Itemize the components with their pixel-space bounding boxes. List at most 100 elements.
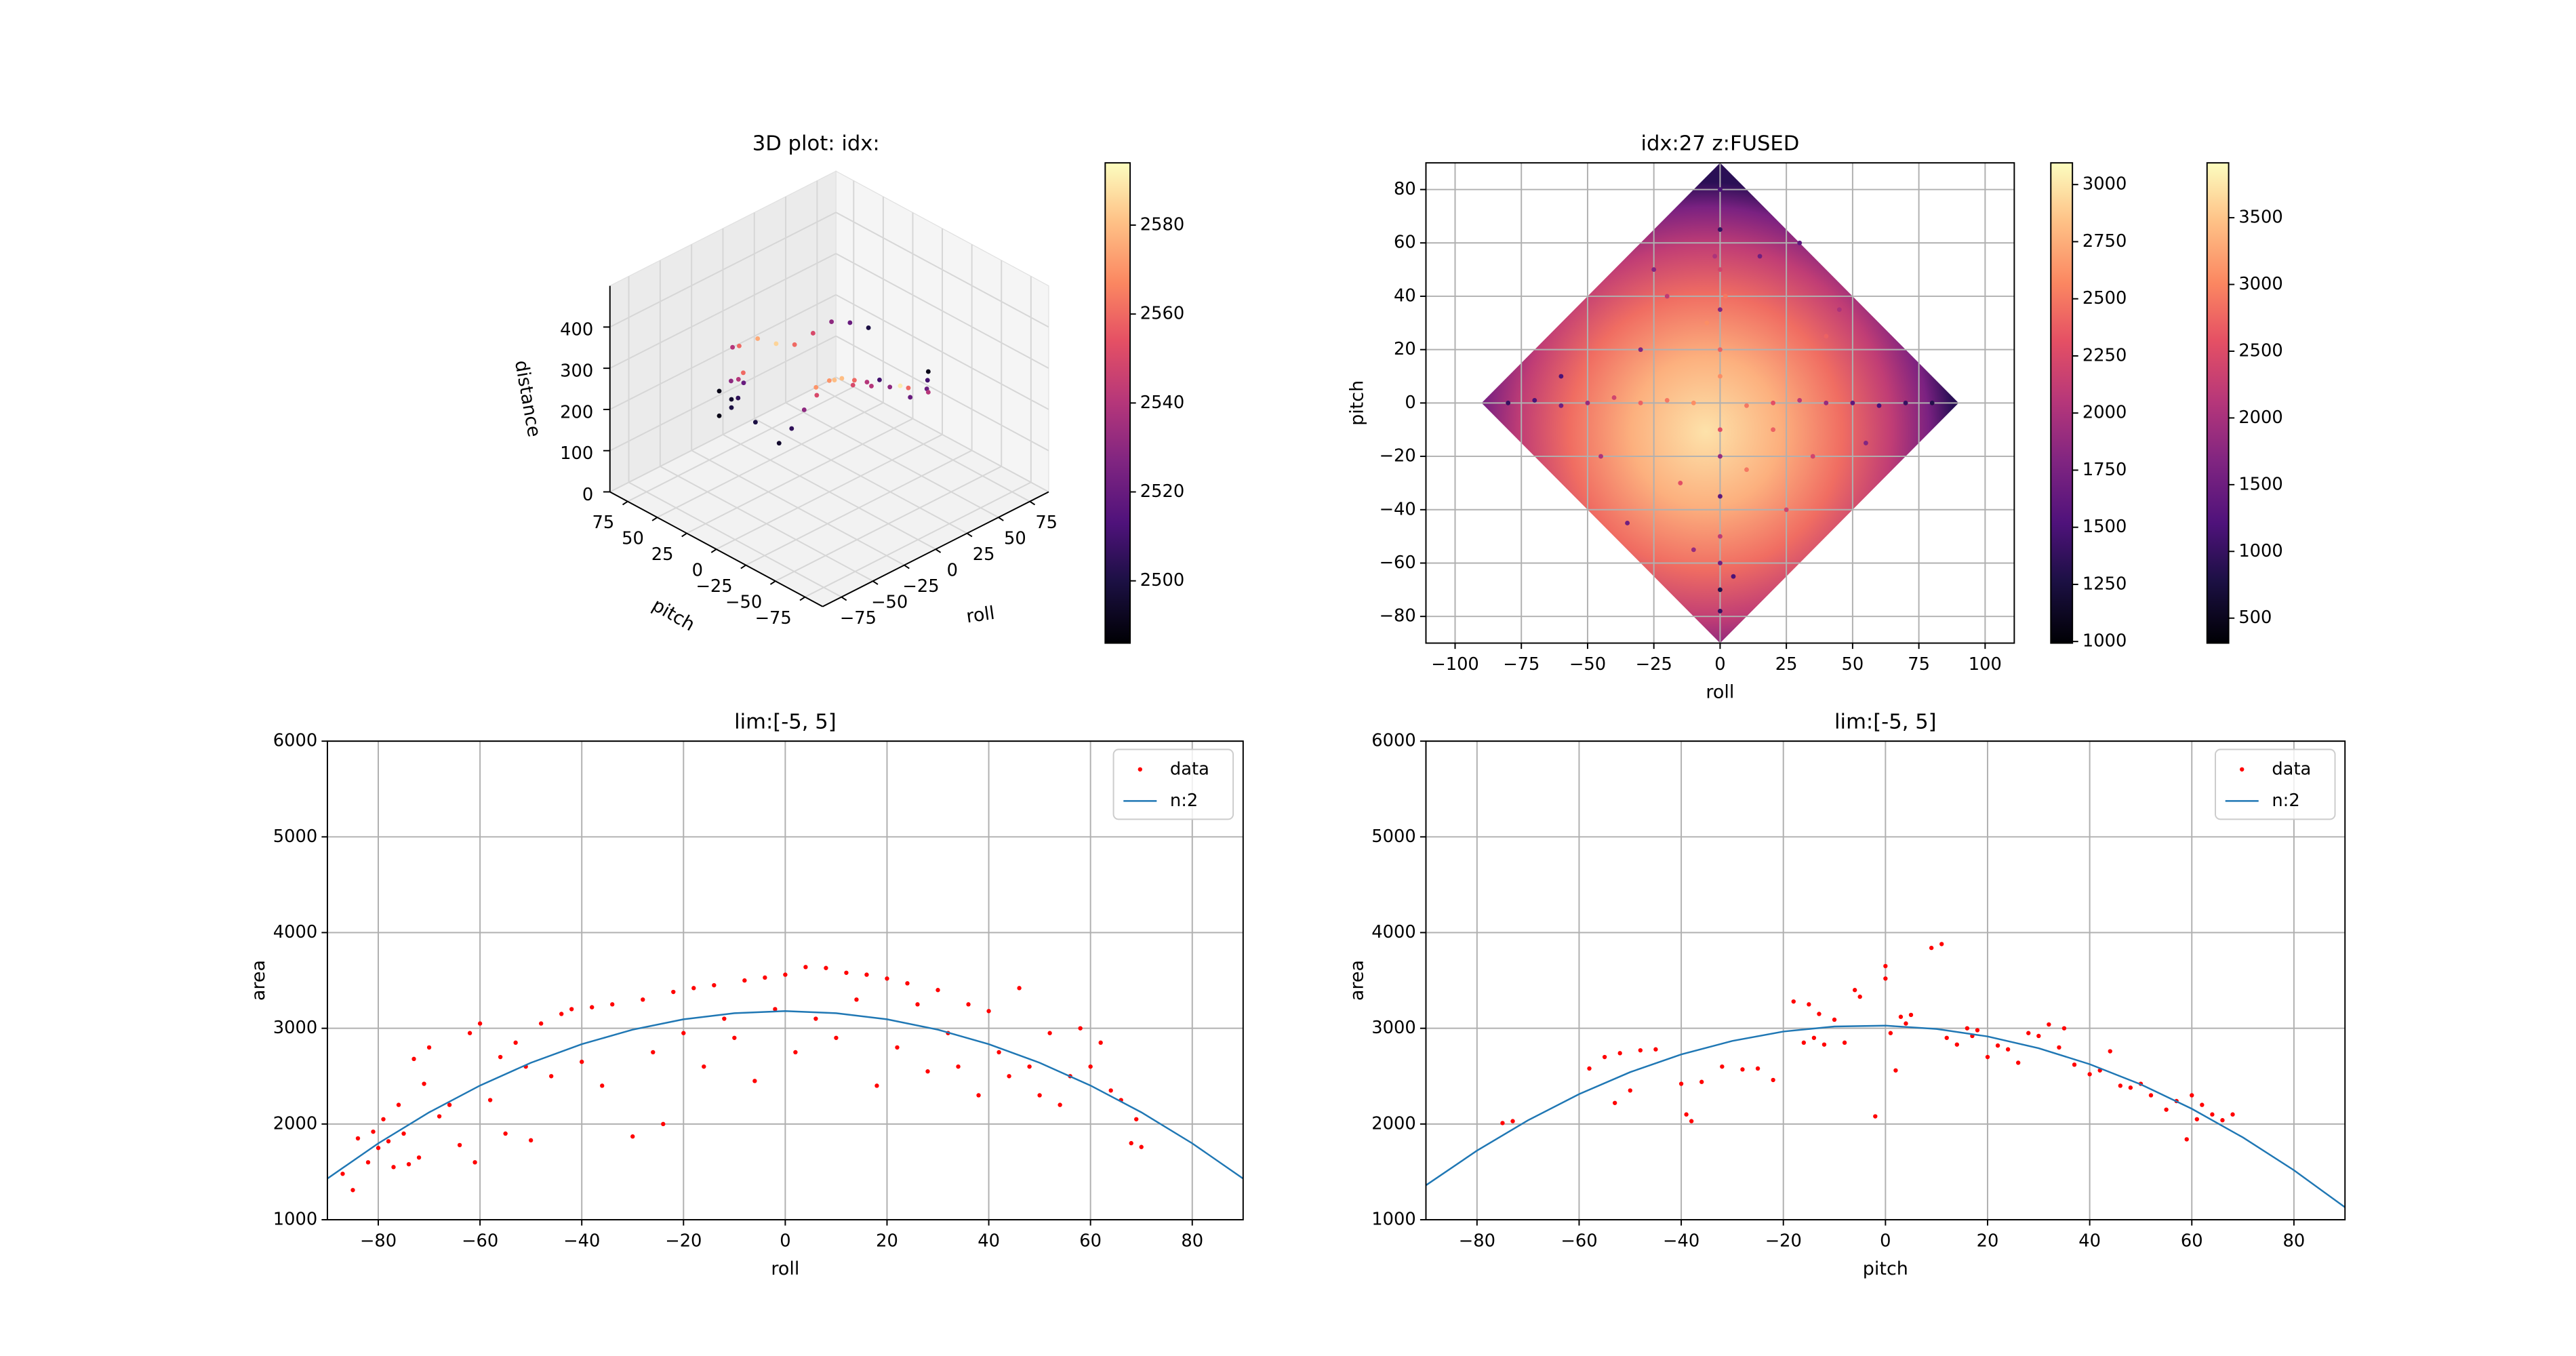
- y-tick-label: −40: [1379, 499, 1415, 519]
- x-tick-label: −80: [1459, 1231, 1495, 1251]
- colorbar-tick-label: 3500: [2238, 207, 2282, 228]
- point: [813, 1016, 818, 1021]
- point: [887, 384, 893, 390]
- y-tick-label: 0: [692, 560, 703, 580]
- point: [1939, 942, 1944, 946]
- point: [1699, 1079, 1704, 1084]
- point: [1717, 187, 1723, 192]
- point: [498, 1054, 503, 1060]
- x-tick: [904, 564, 910, 570]
- y-tick-label: 2000: [1371, 1113, 1415, 1134]
- point: [1134, 1117, 1139, 1121]
- grid-line: [609, 335, 837, 452]
- point: [905, 981, 910, 986]
- point: [396, 1102, 401, 1107]
- colorbar-tick-label: 2750: [2082, 231, 2127, 252]
- point: [898, 383, 903, 388]
- point: [651, 1050, 656, 1055]
- point: [1500, 1121, 1505, 1125]
- colorbar-tick-label: 500: [2238, 607, 2272, 628]
- point: [2072, 1062, 2077, 1067]
- point: [1873, 1114, 1878, 1119]
- point: [736, 377, 741, 382]
- grid-line: [609, 253, 837, 370]
- point: [1612, 1100, 1617, 1105]
- point: [847, 320, 853, 325]
- point: [803, 965, 808, 970]
- colorbar-tick-label: 3000: [2238, 274, 2282, 294]
- point: [681, 1031, 686, 1035]
- point: [1864, 440, 1868, 445]
- point: [925, 1069, 930, 1074]
- point: [986, 1009, 991, 1014]
- point: [717, 413, 722, 418]
- grid-line: [835, 294, 1049, 410]
- point: [1842, 1040, 1847, 1045]
- colorbar-tick-label: 1000: [2082, 631, 2127, 652]
- point: [691, 986, 696, 991]
- x-tick-label: −75: [1503, 654, 1539, 675]
- x-tick: [998, 517, 1004, 521]
- z-tick-label: 300: [560, 361, 593, 382]
- y-tick-label: −20: [1379, 446, 1415, 466]
- point: [783, 972, 788, 977]
- point: [1628, 1088, 1632, 1093]
- point: [590, 1005, 595, 1010]
- point: [1684, 1112, 1689, 1117]
- point: [1797, 240, 1803, 245]
- point: [1757, 254, 1763, 259]
- point: [1108, 1088, 1113, 1093]
- point: [371, 1129, 376, 1134]
- point: [864, 972, 869, 977]
- point: [1037, 1093, 1042, 1098]
- point: [447, 1102, 452, 1107]
- x-tick-label: 75: [1908, 654, 1930, 675]
- point: [406, 1161, 411, 1167]
- x-tick-label: 100: [1969, 654, 2002, 675]
- colorbar-tick-label: 2500: [1140, 570, 1184, 591]
- point: [1638, 347, 1643, 353]
- point: [1506, 400, 1511, 405]
- x-axis-label: pitch: [1863, 1258, 1908, 1279]
- point: [2210, 1112, 2215, 1117]
- x-tick-label: −60: [1561, 1231, 1597, 1251]
- y-tick-label: 75: [592, 513, 615, 533]
- y-tick: [622, 500, 628, 506]
- point: [1625, 521, 1630, 525]
- axes-frame: [1425, 162, 2015, 644]
- point: [755, 336, 761, 341]
- point: [730, 344, 736, 350]
- point: [1717, 307, 1723, 313]
- y-axis-label: area: [1346, 960, 1367, 1001]
- y-tick-label: 25: [651, 544, 674, 565]
- point: [1717, 347, 1723, 353]
- point: [437, 1114, 442, 1119]
- point: [1883, 963, 1888, 969]
- colorbar-tick-label: 1000: [2238, 541, 2282, 561]
- point: [2087, 1072, 2092, 1077]
- y-tick-label: 20: [1394, 339, 1416, 359]
- point: [1717, 494, 1723, 499]
- point: [1995, 1043, 2000, 1048]
- point: [722, 1016, 727, 1021]
- y-tick-label: 60: [1394, 233, 1416, 253]
- x-tick-label: −40: [563, 1231, 600, 1251]
- z-tick-label: 100: [560, 443, 593, 464]
- point: [851, 378, 857, 383]
- grid-line: [716, 434, 943, 550]
- x-axis-line: [822, 491, 1049, 607]
- point: [610, 1002, 615, 1007]
- point: [935, 988, 940, 993]
- x-tick: [1029, 500, 1036, 506]
- point: [1904, 1021, 1908, 1026]
- y-tick-label: 0: [1405, 393, 1415, 413]
- legend-label: data: [1170, 759, 1209, 779]
- point: [1691, 400, 1696, 405]
- point: [1017, 986, 1022, 991]
- grid-line: [775, 466, 1002, 582]
- y-tick-label: 1000: [273, 1210, 317, 1230]
- grid-line: [835, 376, 1049, 493]
- point: [1824, 334, 1829, 339]
- x-tick-label: −50: [1569, 654, 1606, 675]
